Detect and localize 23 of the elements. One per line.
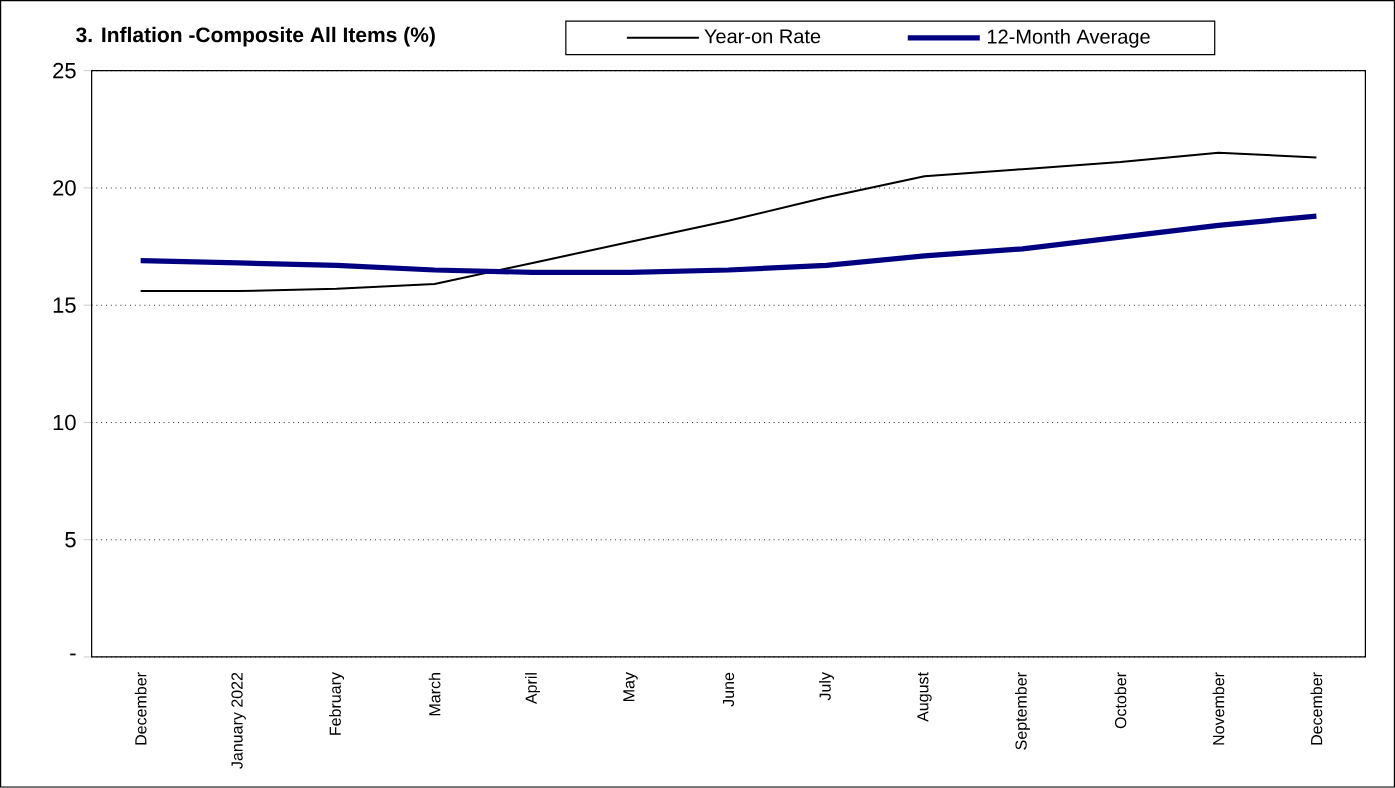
legend-label: 12-Month Average <box>987 29 1150 48</box>
y-tick-label: 20 <box>53 180 76 196</box>
y-tick-label: 10 <box>53 414 76 431</box>
x-tick-label: February <box>329 672 345 735</box>
x-tick-label: July <box>819 672 834 701</box>
x-tick-label: May <box>623 672 638 702</box>
x-tick-label: December <box>134 672 147 745</box>
x-tick-label: March <box>428 673 441 716</box>
y-tick-label: 5 <box>65 532 76 548</box>
chart-title: 3. Inflation -Composite All Items (%) <box>76 26 435 47</box>
x-tick-label: April <box>525 673 541 705</box>
y-tick-label: - <box>70 653 76 656</box>
x-tick-label: November <box>1212 672 1225 745</box>
x-tick-label: December <box>1310 672 1323 745</box>
x-tick-label: August <box>917 672 932 723</box>
x-tick-label: June <box>722 672 735 707</box>
x-tick-label: September <box>1014 672 1030 750</box>
legend-label: Year-on Rate <box>704 29 821 44</box>
line-series <box>139 151 1318 293</box>
x-tick-label: January 2022 <box>231 673 246 769</box>
y-tick-label: 25 <box>53 63 76 79</box>
y-tick-label: 15 <box>53 297 76 314</box>
x-tick-label: October <box>1114 672 1127 729</box>
